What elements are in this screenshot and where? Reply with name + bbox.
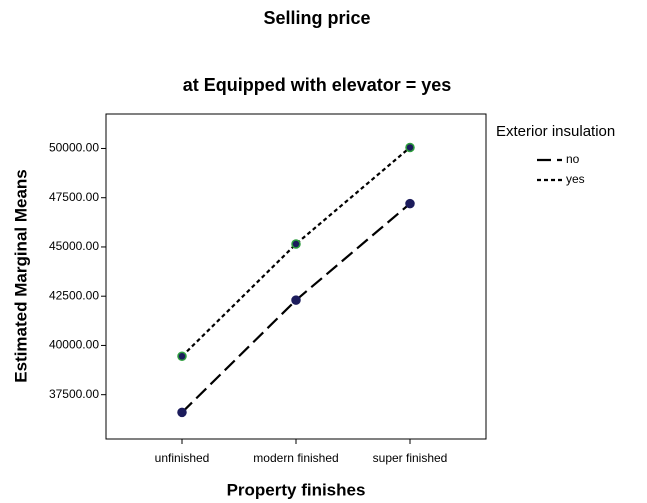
- data-point: [291, 295, 301, 305]
- y-tick-label: 37500.00: [49, 387, 99, 401]
- data-point: [405, 198, 415, 209]
- y-tick-label: 42500.00: [49, 288, 99, 302]
- series-line: [181, 146, 411, 358]
- data-point: [405, 142, 415, 153]
- x-tick-label: unfinished: [155, 451, 210, 465]
- y-tick-label: 47500.00: [49, 190, 99, 204]
- data-point: [177, 407, 187, 418]
- data-point: [291, 239, 301, 249]
- y-axis-title: Estimated Marginal Means: [11, 169, 30, 383]
- data-point: [177, 351, 187, 362]
- legend-title: Exterior insulation: [496, 123, 615, 140]
- chart-subtitle: at Equipped with elevator = yes: [183, 75, 452, 95]
- chart-title: Selling price: [263, 8, 370, 28]
- plot-frame: [105, 113, 487, 440]
- legend-label: no: [566, 152, 580, 166]
- x-tick-label: modern finished: [253, 451, 338, 465]
- x-axis-title: Property finishes: [227, 480, 366, 499]
- series-line: [181, 202, 411, 414]
- y-tick-label: 40000.00: [49, 338, 99, 352]
- x-tick-label: super finished: [373, 451, 448, 465]
- y-tick-label: 45000.00: [49, 239, 99, 253]
- y-tick-label: 50000.00: [49, 141, 99, 155]
- legend-label: yes: [566, 172, 585, 186]
